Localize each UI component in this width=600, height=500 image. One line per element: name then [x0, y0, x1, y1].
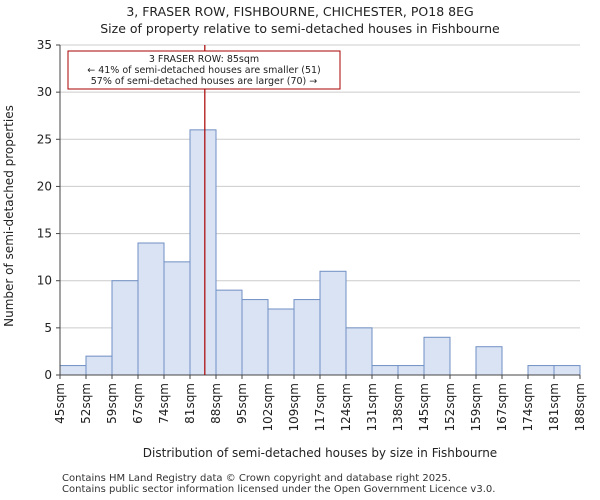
bar [293, 299, 321, 376]
x-tick-label: 138sqm [391, 383, 405, 431]
x-tick-label: 131sqm [365, 383, 379, 431]
bar [241, 299, 269, 376]
y-tick-label: 25 [37, 132, 52, 146]
bar [215, 289, 243, 376]
x-tick-label: 152sqm [443, 383, 457, 431]
x-tick-label: 167sqm [495, 383, 509, 431]
bar [111, 280, 139, 376]
bar [267, 308, 295, 376]
bar [345, 327, 373, 376]
bar [189, 129, 217, 376]
x-tick-label: 109sqm [287, 383, 301, 431]
x-tick-label: 159sqm [469, 383, 483, 431]
bar [397, 365, 425, 376]
footer-line-1: Contains HM Land Registry data © Crown c… [62, 473, 451, 484]
x-tick-label: 74sqm [157, 383, 171, 424]
chart-title: 3, FRASER ROW, FISHBOURNE, CHICHESTER, P… [126, 4, 474, 19]
footer-line-2: Contains public sector information licen… [62, 484, 496, 495]
annotation: 3 FRASER ROW: 85sqm ← 41% of semi-detach… [67, 50, 341, 90]
y-tick-label: 20 [37, 179, 52, 193]
x-tick-label: 145sqm [417, 383, 431, 431]
y-tick-label: 10 [37, 274, 52, 288]
axes: 0 5 10 15 20 25 30 35 45sqm 52sqm 59sqm 67sqm 74sqm 8… [37, 38, 587, 431]
y-axis-label: Number of semi-detached properties [2, 105, 16, 327]
annotation-box [67, 50, 341, 90]
x-tick-label: 117sqm [313, 383, 327, 431]
x-axis-label: Distribution of semi-detached houses by … [143, 446, 497, 460]
x-tick-label: 52sqm [79, 383, 93, 424]
bar [163, 261, 191, 376]
x-tick-label: 102sqm [261, 383, 275, 431]
annotation-line-2: ← 41% of semi-detached houses are smalle… [87, 65, 321, 76]
bar [371, 365, 399, 376]
bar [137, 242, 165, 376]
x-tick-label: 188sqm [573, 383, 587, 431]
bar [423, 336, 451, 376]
bar [59, 365, 87, 376]
x-tick-label: 81sqm [183, 383, 197, 424]
y-tick-label: 5 [44, 321, 52, 335]
annotation-line-1: 3 FRASER ROW: 85sqm [149, 54, 259, 65]
annotation-line-3: 57% of semi-detached houses are larger (… [91, 76, 318, 87]
bar [527, 365, 555, 376]
x-tick-label: 181sqm [547, 383, 561, 431]
bar [85, 355, 113, 376]
y-tick-label: 15 [37, 227, 52, 241]
x-tick-label: 95sqm [235, 383, 249, 424]
x-tick-label: 59sqm [105, 383, 119, 424]
x-tick-label: 174sqm [521, 383, 535, 431]
y-tick-label: 35 [37, 38, 52, 52]
bars [59, 129, 581, 376]
y-tick-label: 30 [37, 85, 52, 99]
x-tick-label: 45sqm [53, 383, 67, 424]
bar [319, 270, 347, 376]
y-tick-label: 0 [44, 368, 52, 382]
chart-subtitle: Size of property relative to semi-detach… [100, 21, 500, 36]
x-tick-label: 67sqm [131, 383, 145, 424]
x-tick-label: 88sqm [209, 383, 223, 424]
x-tick-label: 124sqm [339, 383, 353, 431]
bar [475, 346, 503, 376]
bar [553, 365, 581, 376]
